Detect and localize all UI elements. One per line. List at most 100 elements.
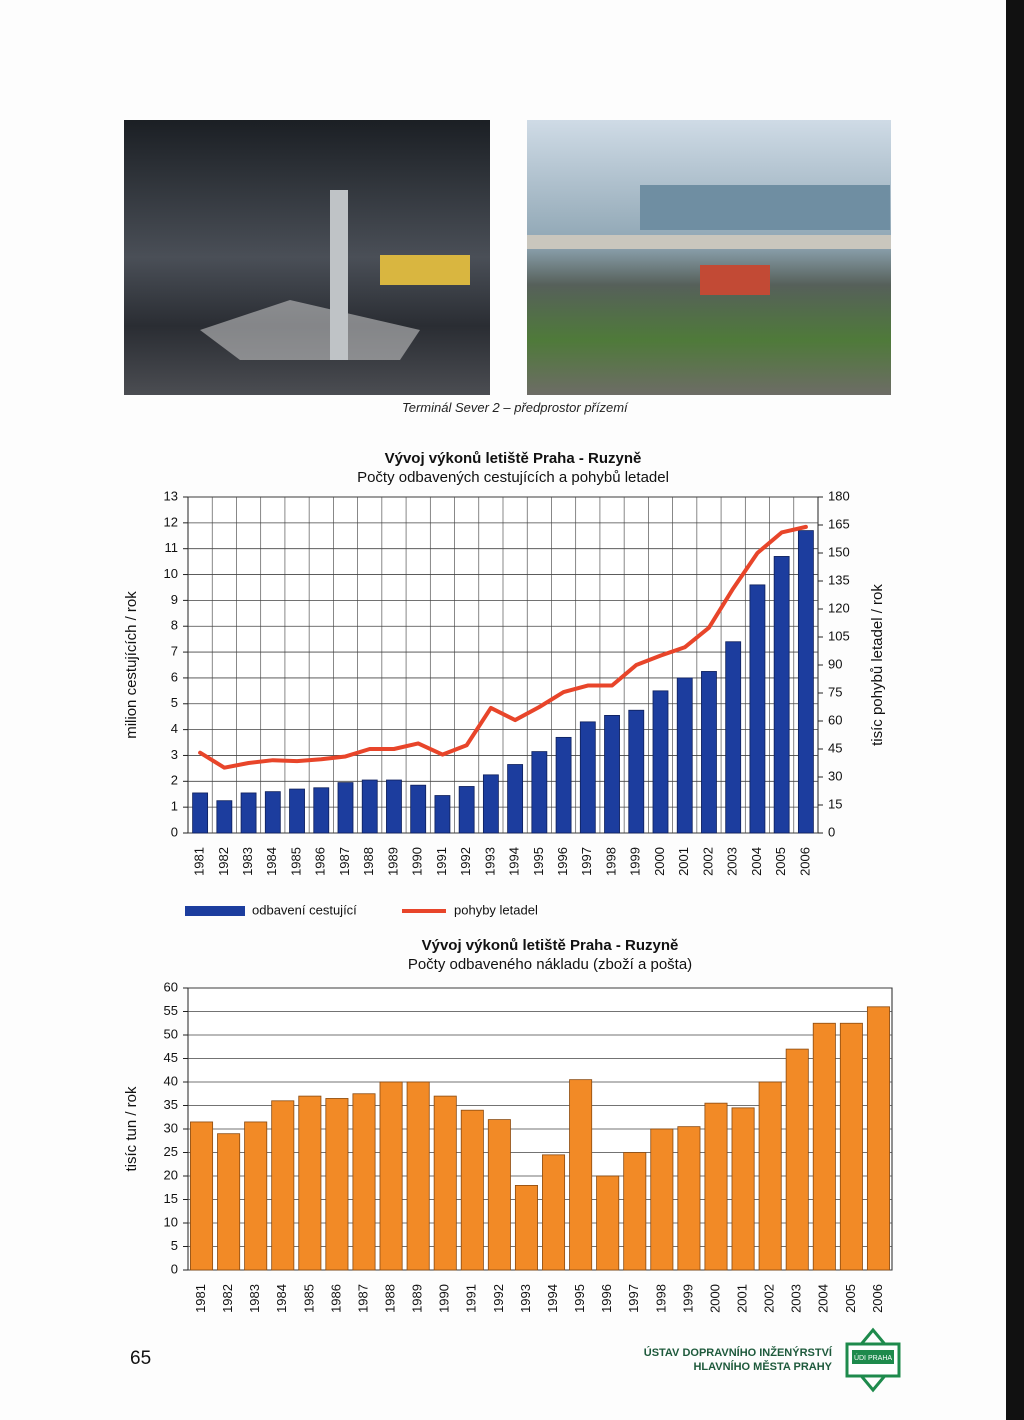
x-tick-label: 1992 [458,847,473,876]
chart-title: Vývoj výkonů letiště Praha - Ruzyně [422,937,679,954]
bar [298,1095,322,1271]
logo-text: ÚDI PRAHA [854,1353,892,1362]
x-tick-label: 1994 [545,1284,560,1313]
chart-subtitle: Počty odbavených cestujících a pohybů le… [357,469,669,486]
bar [352,1093,376,1271]
y-tick-label: 15 [164,1191,178,1206]
bar [725,641,742,834]
y-tick-label: 5 [171,1238,178,1253]
bar [731,1107,755,1271]
x-tick-label: 1995 [572,1284,587,1313]
x-tick-label: 1991 [434,847,449,876]
scan-edge [1006,0,1024,1420]
line [198,524,808,770]
legend-swatch [185,906,245,916]
y-tick-label: 45 [164,1050,178,1065]
y-axis-label: tisíc tun / rok [123,1086,140,1172]
y-tick-label: 35 [164,1097,178,1112]
bar [555,736,572,834]
y-tick-label: 55 [164,1003,178,1018]
legend-label: odbavení cestující [252,902,357,917]
y-tick-label: 11 [165,540,179,555]
pillar [330,190,348,360]
x-tick-label: 2005 [843,1284,858,1313]
bar [839,1022,863,1271]
chart-subtitle: Počty odbaveného nákladu (zboží a pošta) [408,956,692,973]
y2-tick-label: 60 [828,712,842,727]
y-tick-label: 40 [164,1073,178,1088]
bar [812,1022,836,1271]
x-tick-label: 1988 [361,847,376,876]
y2-tick-label: 45 [828,740,842,755]
y-tick-label: 60 [164,979,178,994]
x-tick-label: 1997 [626,1284,641,1313]
bar [406,1081,430,1271]
x-tick-label: 2006 [797,847,812,876]
x-tick-label: 2003 [789,1284,804,1313]
x-tick-label: 2004 [816,1284,831,1313]
y-tick-label: 7 [171,644,178,659]
y2-tick-label: 180 [828,488,850,503]
x-tick-label: 1985 [288,847,303,876]
legend-label: pohyby letadel [454,902,538,917]
x-tick-label: 1989 [385,847,400,876]
logo: ÚDI PRAHA [845,1327,901,1393]
bar [507,764,524,834]
x-tick-label: 1998 [653,1284,668,1313]
y2-tick-label: 90 [828,656,842,671]
y-tick-label: 3 [171,747,178,762]
bar [190,1121,214,1271]
bar [866,1006,890,1271]
bar [604,715,620,834]
x-tick-label: 2002 [762,1284,777,1313]
x-tick-label: 1992 [491,1284,506,1313]
x-tick-label: 2000 [707,1284,722,1313]
x-tick-label: 1995 [531,847,546,876]
y2-axis-label: tisíc pohybů letadel / rok [869,584,886,746]
x-tick-label: 1993 [518,1284,533,1313]
y2-tick-label: 150 [828,544,850,559]
y-tick-label: 8 [171,618,178,633]
x-tick-label: 2001 [676,847,691,876]
bar [704,1102,728,1271]
bar [313,787,330,834]
x-tick-label: 1986 [328,1284,343,1313]
y-tick-label: 25 [164,1144,178,1159]
bar [361,779,378,834]
bar [240,792,257,834]
y2-tick-label: 165 [828,516,850,531]
x-tick-label: 2000 [652,847,667,876]
x-tick-label: 1988 [383,1284,398,1313]
y-tick-label: 10 [164,566,178,581]
terminal-facade [640,185,890,230]
x-tick-label: 1996 [555,847,570,876]
bar [650,1128,674,1271]
y-tick-label: 50 [164,1026,178,1041]
x-tick-label: 2006 [870,1284,885,1313]
bar [386,779,402,834]
y2-tick-label: 105 [828,628,850,643]
x-tick-label: 1984 [274,1284,289,1313]
y-tick-label: 5 [171,695,178,710]
y2-tick-label: 15 [828,796,842,811]
bar [379,1081,403,1271]
x-tick-label: 2005 [773,847,788,876]
bar [542,1154,566,1271]
photo-caption: Terminál Sever 2 – předprostor přízemí [402,400,629,415]
x-tick-label: 1983 [240,847,255,876]
x-tick-label: 1987 [337,847,352,876]
x-tick-label: 1985 [301,1284,316,1313]
bar [487,1119,511,1271]
bar [458,786,475,834]
y-tick-label: 9 [171,592,178,607]
bar [289,788,305,834]
x-tick-label: 1990 [410,847,425,876]
bar [749,584,766,834]
y-tick-label: 13 [164,488,178,503]
x-tick-label: 2002 [700,847,715,876]
bar [337,782,354,834]
chart-title: Vývoj výkonů letiště Praha - Ruzyně [385,450,642,467]
x-tick-label: 1981 [192,847,207,876]
